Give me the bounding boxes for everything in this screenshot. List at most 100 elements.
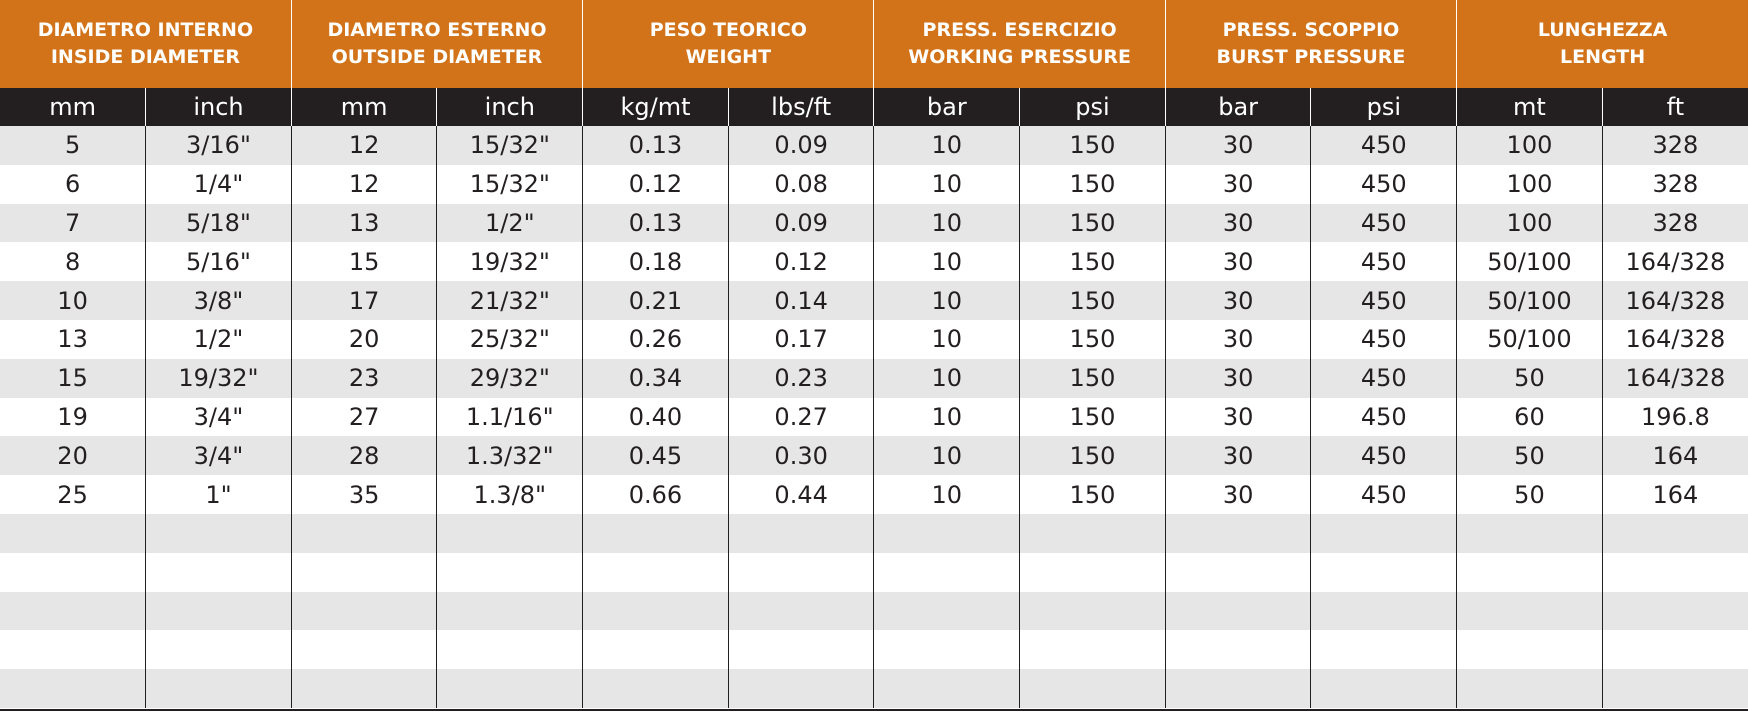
table-cell [0, 630, 146, 670]
table-cell: 20 [290, 319, 437, 359]
table-cell: 3/4" [145, 397, 292, 437]
table-cell [1310, 630, 1457, 670]
table-row: 7 5/18" 13 1/2" 0.13 0.09 10 150 30 450 100 328 [0, 203, 1748, 243]
table-cell [436, 552, 583, 592]
table-cell: 0.21 [582, 281, 729, 320]
table-cell: 150 [1019, 436, 1166, 476]
table-cell: 10 [873, 126, 1020, 165]
table-cell [873, 669, 1020, 708]
table-cell: 0.09 [727, 203, 874, 243]
group-header-line2: WORKING PRESSURE [908, 46, 1131, 68]
table-cell: 30 [1164, 242, 1311, 282]
table-cell: 19/32" [436, 242, 583, 282]
group-header-line2: LENGTH [1560, 46, 1646, 68]
table-cell: 27 [290, 397, 437, 437]
table-cell: 164 [1601, 436, 1748, 476]
group-header-line1: PESO TEORICO [649, 19, 807, 41]
table-cell [0, 552, 146, 592]
table-cell: 1/2" [436, 203, 583, 243]
table-cell: 164/328 [1601, 319, 1748, 359]
table-cell: 19/32" [145, 358, 292, 398]
table-body: 5 3/16" 12 15/32" 0.13 0.09 10 150 30 450 100 328 6 1… [0, 126, 1748, 708]
table-cell: 100 [1456, 164, 1603, 204]
table-cell [145, 630, 292, 670]
table-row: 10 3/8" 17 21/32" 0.21 0.14 10 150 30 450 50/100 16… [0, 281, 1748, 320]
table-row [0, 630, 1748, 670]
table-cell: 196.8 [1601, 397, 1748, 437]
table-cell: 328 [1601, 203, 1748, 243]
table-cell [1601, 630, 1748, 670]
table-cell: 50 [1456, 358, 1603, 398]
table-cell: 0.13 [582, 126, 729, 165]
table-cell: 10 [873, 397, 1020, 437]
table-row: 6 1/4" 12 15/32" 0.12 0.08 10 150 30 450 100 328 [0, 164, 1748, 204]
table-cell: 13 [0, 319, 146, 359]
table-cell: 450 [1310, 281, 1457, 320]
table-cell [436, 669, 583, 708]
table-cell: 28 [290, 436, 437, 476]
unit-header-cell: mt [1456, 88, 1603, 126]
table-cell [1019, 630, 1166, 670]
table-cell [727, 513, 874, 553]
table-cell: 0.26 [582, 319, 729, 359]
table-cell: 6 [0, 164, 146, 204]
table-cell [582, 630, 729, 670]
unit-header-cell: bar [1164, 88, 1311, 126]
table-cell [1456, 630, 1603, 670]
table-cell [1310, 552, 1457, 592]
table-row [0, 591, 1748, 631]
table-cell [145, 552, 292, 592]
table-cell: 7 [0, 203, 146, 243]
table-cell: 10 [873, 281, 1020, 320]
table-cell: 100 [1456, 203, 1603, 243]
table-cell: 3/8" [145, 281, 292, 320]
table-cell [290, 552, 437, 592]
unit-header-cell: mm [290, 88, 437, 126]
table-cell: 15 [290, 242, 437, 282]
table-cell: 23 [290, 358, 437, 398]
table-cell [1164, 669, 1311, 708]
table-cell: 30 [1164, 281, 1311, 320]
table-cell [290, 669, 437, 708]
table-cell [436, 630, 583, 670]
table-cell: 35 [290, 475, 437, 514]
table-cell: 3/4" [145, 436, 292, 476]
table-cell [727, 630, 874, 670]
table-cell: 19 [0, 397, 146, 437]
table-cell: 30 [1164, 319, 1311, 359]
table-cell: 30 [1164, 203, 1311, 243]
table-cell: 0.34 [582, 358, 729, 398]
table-cell: 328 [1601, 164, 1748, 204]
table-cell: 3/16" [145, 126, 292, 165]
table-cell: 8 [0, 242, 146, 282]
table-cell [1019, 513, 1166, 553]
unit-header-cell: kg/mt [582, 88, 729, 126]
table-cell: 20 [0, 436, 146, 476]
table-cell [873, 591, 1020, 631]
table-cell: 0.40 [582, 397, 729, 437]
group-header-row: DIAMETRO INTERNO INSIDE DIAMETER DIAMETR… [0, 0, 1748, 88]
table-cell: 25 [0, 475, 146, 514]
table-cell: 150 [1019, 475, 1166, 514]
table-cell: 15/32" [436, 164, 583, 204]
table-cell [873, 552, 1020, 592]
group-header-line2: OUTSIDE DIAMETER [331, 46, 543, 68]
table-cell: 10 [873, 242, 1020, 282]
table-cell: 29/32" [436, 358, 583, 398]
table-cell: 10 [873, 203, 1020, 243]
table-cell: 30 [1164, 126, 1311, 165]
table-cell [1019, 552, 1166, 592]
table-cell [1019, 669, 1166, 708]
table-cell: 0.66 [582, 475, 729, 514]
table-cell: 12 [290, 164, 437, 204]
table-cell: 0.18 [582, 242, 729, 282]
table-cell [0, 669, 146, 708]
table-cell [1310, 591, 1457, 631]
table-cell: 0.08 [727, 164, 874, 204]
table-cell: 164/328 [1601, 281, 1748, 320]
group-header-line1: PRESS. SCOPPIO [1222, 19, 1400, 41]
table-cell [1310, 513, 1457, 553]
table-cell [436, 591, 583, 631]
